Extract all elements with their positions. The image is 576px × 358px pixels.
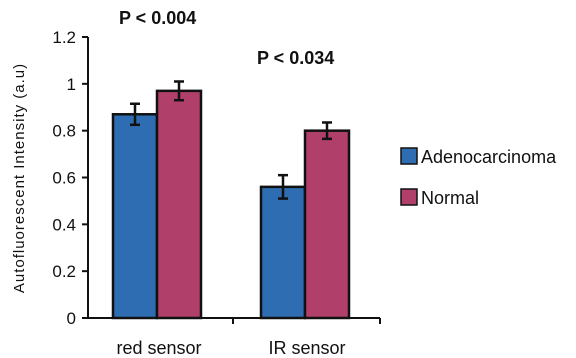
y-tick-label: 1.2 (52, 28, 76, 47)
y-tick-labels: 0 0.2 0.4 0.6 0.8 1 1.2 (52, 28, 76, 328)
y-axis-label: Autofluorescent Intensity (a.u) (11, 63, 28, 293)
y-tick-label: 0.6 (52, 169, 76, 188)
legend-swatch-adenocarcinoma (400, 147, 418, 165)
category-labels: red sensor IR sensor (116, 338, 345, 358)
p-value-annotation-1: P < 0.004 (119, 8, 196, 28)
legend: Adenocarcinoma Normal (400, 147, 557, 208)
y-tick-label: 0.8 (52, 122, 76, 141)
category-label: red sensor (116, 338, 201, 358)
error-bars (130, 80, 332, 200)
legend-label-normal: Normal (421, 188, 479, 208)
bar (303, 129, 351, 320)
y-tick-label: 0.2 (52, 262, 76, 281)
category-label: IR sensor (268, 338, 345, 358)
legend-swatch-normal (400, 188, 418, 206)
p-value-annotation-2: P < 0.034 (257, 48, 334, 68)
y-tick-label: 0 (67, 309, 76, 328)
y-tick-label: 1 (67, 75, 76, 94)
bar (111, 113, 159, 320)
y-tick-label: 0.4 (52, 215, 76, 234)
bars (111, 89, 351, 320)
bar (155, 89, 203, 320)
bar (259, 185, 307, 320)
legend-label-adenocarcinoma: Adenocarcinoma (421, 147, 557, 167)
